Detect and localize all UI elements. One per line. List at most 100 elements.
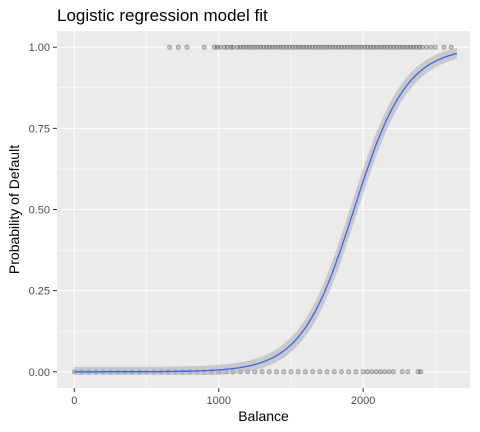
- y-tick-label: 0.50: [29, 205, 50, 217]
- data-point-default: [393, 44, 399, 50]
- data-point-default: [278, 44, 284, 50]
- data-point-default: [222, 44, 228, 50]
- data-point-no-default: [415, 369, 421, 375]
- data-point-default: [336, 44, 342, 50]
- data-point-default: [347, 44, 353, 50]
- data-point-default: [448, 44, 454, 50]
- data-point-default: [373, 44, 379, 50]
- data-point-default: [266, 44, 272, 50]
- x-tick-label: 2000: [351, 395, 375, 407]
- data-point-default: [224, 44, 230, 50]
- data-point-default: [260, 44, 266, 50]
- data-point-default: [243, 44, 249, 50]
- data-point-default: [379, 44, 385, 50]
- data-point-default: [201, 44, 207, 50]
- data-point-default: [370, 44, 376, 50]
- data-point-no-default: [377, 369, 383, 375]
- data-point-default: [211, 44, 217, 50]
- data-point-no-default: [373, 369, 379, 375]
- y-tick-label: 0.00: [29, 367, 50, 379]
- data-point-default: [249, 44, 255, 50]
- data-point-default: [402, 44, 408, 50]
- data-point-no-default: [399, 369, 405, 375]
- data-point-default: [289, 44, 295, 50]
- data-point-default: [396, 44, 402, 50]
- data-point-no-default: [266, 369, 272, 375]
- data-point-default: [341, 44, 347, 50]
- data-point-default: [298, 44, 304, 50]
- data-point-default: [367, 44, 373, 50]
- data-point-default: [230, 44, 236, 50]
- x-tick-label: 1000: [206, 395, 230, 407]
- data-point-default: [333, 44, 339, 50]
- data-point-default: [228, 44, 234, 50]
- data-point-default: [167, 44, 173, 50]
- data-point-no-default: [273, 369, 279, 375]
- data-point-default: [217, 44, 223, 50]
- data-point-default: [315, 44, 321, 50]
- data-point-no-default: [317, 369, 323, 375]
- data-point-default: [350, 44, 356, 50]
- data-point-no-default: [360, 369, 366, 375]
- data-point-no-default: [259, 369, 265, 375]
- data-point-default: [385, 44, 391, 50]
- y-axis-title: Probability of Default: [6, 145, 22, 274]
- data-point-default: [382, 44, 388, 50]
- data-point-default: [344, 44, 350, 50]
- data-point-no-default: [310, 369, 316, 375]
- fit-line: [74, 52, 458, 373]
- data-point-no-default: [418, 369, 424, 375]
- data-point-default: [405, 44, 411, 50]
- data-point-default: [353, 44, 359, 50]
- data-point-default: [255, 44, 261, 50]
- data-point-default: [432, 44, 438, 50]
- data-point-default: [310, 44, 316, 50]
- fit-curve-group: [74, 48, 458, 375]
- data-point-default: [359, 44, 365, 50]
- data-point-default: [184, 44, 190, 50]
- data-point-default: [408, 44, 414, 50]
- data-point-default: [324, 44, 330, 50]
- data-point-default: [295, 44, 301, 50]
- data-point-no-default: [302, 369, 308, 375]
- data-point-default: [424, 44, 430, 50]
- data-point-default: [318, 44, 324, 50]
- grid-lines: [57, 31, 470, 388]
- data-point-default: [175, 44, 181, 50]
- data-point-default: [269, 44, 275, 50]
- data-point-default: [390, 44, 396, 50]
- axes: 0 1000 2000 0.00 0.25 0.50 0.75 1.00: [29, 42, 376, 407]
- data-point-default: [292, 44, 298, 50]
- y-tick-label: 0.25: [29, 286, 50, 298]
- data-point-default: [281, 44, 287, 50]
- data-point-no-default: [390, 369, 396, 375]
- data-point-default: [388, 44, 394, 50]
- data-point-default: [399, 44, 405, 50]
- data-point-default: [304, 44, 310, 50]
- data-point-default: [321, 44, 327, 50]
- data-point-no-default: [295, 369, 301, 375]
- data-point-default: [214, 44, 220, 50]
- data-point-default: [327, 44, 333, 50]
- x-axis-title: Balance: [238, 408, 289, 424]
- data-point-default: [258, 44, 264, 50]
- data-point-default: [330, 44, 336, 50]
- data-point-default: [252, 44, 258, 50]
- data-point-default: [441, 44, 447, 50]
- chart-title: Logistic regression model fit: [57, 6, 268, 25]
- data-point-no-default: [331, 369, 337, 375]
- data-point-no-default: [382, 369, 388, 375]
- y-tick-label: 1.00: [29, 42, 50, 54]
- data-point-default: [275, 44, 281, 50]
- data-point-no-default: [346, 369, 352, 375]
- data-point-default: [286, 44, 292, 50]
- data-point-default: [428, 44, 434, 50]
- data-point-default: [263, 44, 269, 50]
- data-point-default: [301, 44, 307, 50]
- data-point-no-default: [386, 369, 392, 375]
- x-tick-label: 0: [71, 395, 77, 407]
- data-point-no-default: [338, 369, 344, 375]
- data-point-default: [284, 44, 290, 50]
- data-point-no-default: [364, 369, 370, 375]
